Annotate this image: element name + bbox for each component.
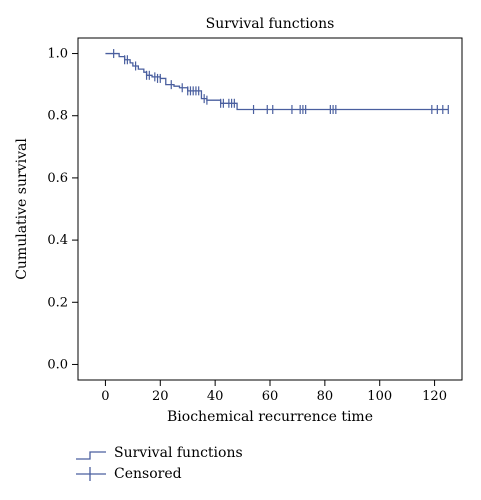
y-tick-label: 0.0 — [47, 357, 68, 372]
y-tick-label: 1.0 — [47, 47, 68, 62]
x-tick-label: 20 — [152, 389, 169, 404]
legend-item-censored: Censored — [76, 466, 182, 482]
y-axis-label: Cumulative survival — [14, 138, 30, 280]
x-axis-label: Biochemical recurrence time — [167, 409, 373, 425]
legend-label-censored: Censored — [114, 466, 182, 482]
legend: Survival functions Censored — [76, 445, 243, 482]
legend-step-icon — [76, 451, 106, 460]
legend-plus-icon — [76, 467, 106, 481]
legend-label-survival: Survival functions — [114, 445, 243, 461]
y-axis: 0.0 0.2 0.4 0.6 0.8 1.0 — [47, 47, 78, 372]
x-tick-label: 0 — [101, 389, 109, 404]
survival-step-line — [105, 52, 449, 111]
x-tick-label: 80 — [317, 389, 334, 404]
x-axis: 0 20 40 60 80 100 120 — [101, 380, 447, 404]
x-tick-label: 40 — [207, 389, 224, 404]
series-layer — [105, 52, 449, 111]
x-tick-label: 100 — [367, 389, 392, 404]
y-tick-label: 0.4 — [47, 233, 68, 248]
x-tick-label: 60 — [262, 389, 279, 404]
x-tick-label: 120 — [422, 389, 447, 404]
y-tick-label: 0.8 — [47, 109, 68, 124]
legend-item-survival: Survival functions — [76, 445, 243, 461]
censored-markers — [113, 49, 449, 115]
plot-frame — [77, 37, 463, 381]
chart-title: Survival functions — [206, 16, 335, 32]
y-tick-label: 0.6 — [47, 171, 68, 186]
y-tick-label: 0.2 — [47, 295, 68, 310]
